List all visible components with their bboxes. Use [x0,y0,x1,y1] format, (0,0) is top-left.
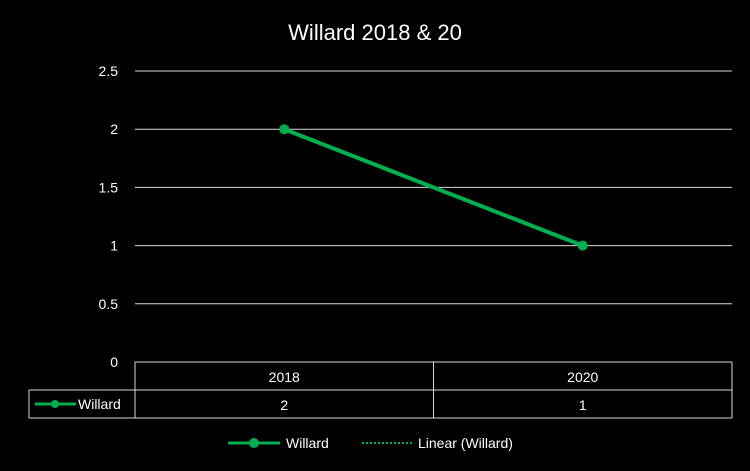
x-category-label: 2020 [567,369,598,385]
y-axis-ticks: 0 0.5 1 1.5 2 2.5 [99,63,119,370]
y-tick-label: 1.5 [99,179,119,195]
x-category-label: 2018 [269,369,300,385]
series-line-willard [283,127,584,248]
legend-trendline-label: Linear (Willard) [418,435,513,451]
legend-label: Willard [286,435,329,451]
data-point [577,240,588,251]
legend: Willard Linear (Willard) [228,435,513,451]
y-tick-label: 2.5 [99,63,119,79]
series-layer [279,124,588,251]
table-series-name: Willard [78,396,121,412]
chart-title: Willard 2018 & 20 [288,20,462,45]
legend-key-marker [249,438,259,448]
data-table: 2018 2020 Willard 2 1 [28,361,733,419]
table-series-key-marker [51,400,59,408]
table-data-value: 1 [579,397,587,413]
y-tick-label: 0.5 [99,296,119,312]
data-point [279,124,290,135]
y-tick-label: 0 [110,354,118,370]
table-data-value: 2 [280,397,288,413]
y-tick-label: 2 [110,121,118,137]
y-tick-label: 1 [110,238,118,254]
